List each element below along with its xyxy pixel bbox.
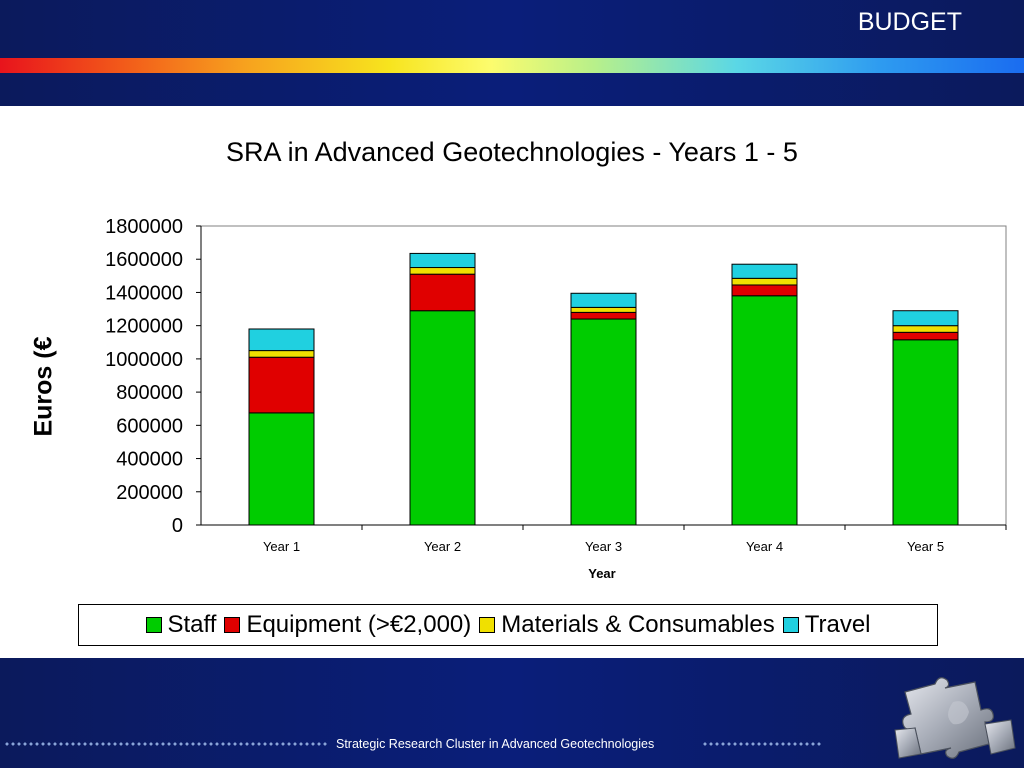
bar-segment-staff — [570, 318, 637, 526]
bar-segment-staff — [731, 295, 798, 526]
x-tick-label: Year 5 — [907, 539, 944, 554]
y-tick-label: 1400000 — [105, 282, 183, 304]
header-rainbow-stripe — [0, 58, 1024, 73]
x-tick-label: Year 1 — [263, 539, 300, 554]
chart-legend: Staff Equipment (>€2,000) Materials & Cons… — [78, 604, 938, 646]
footer-bar — [0, 658, 1024, 768]
bar-segment-materials — [570, 306, 637, 313]
y-tick-label: 0 — [172, 515, 183, 537]
legend-swatch — [145, 617, 162, 633]
legend-label: Materials & Consumables — [501, 611, 775, 638]
legend-swatch — [224, 617, 241, 633]
bar-segment-staff — [892, 339, 959, 526]
legend-swatch — [782, 617, 799, 633]
bar-segment-travel — [248, 328, 315, 352]
bar-segment-staff — [409, 310, 476, 526]
bar-segment-materials — [731, 277, 798, 286]
bar-segment-materials — [892, 325, 959, 333]
bar-segment-materials — [409, 267, 476, 275]
bar-segment-equipment — [409, 273, 476, 312]
y-tick-label: 400000 — [116, 449, 183, 471]
x-tick-label: Year 2 — [424, 539, 461, 554]
legend-item: Travel — [782, 611, 871, 639]
bar-segment-travel — [570, 292, 637, 308]
slide-title: BUDGET — [857, 8, 962, 36]
y-tick-label: 1800000 — [105, 216, 183, 238]
footer-dots-decoration — [4, 741, 328, 747]
legend-item: Staff — [145, 611, 217, 639]
legend-item: Materials & Consumables — [479, 611, 775, 639]
header-bar — [0, 0, 1024, 106]
bar-segment-materials — [248, 350, 315, 358]
y-tick-label: 800000 — [116, 382, 183, 404]
footer-text: Strategic Research Cluster in Advanced G… — [336, 737, 655, 751]
y-tick-label: 600000 — [116, 415, 183, 437]
bar-segment-equipment — [731, 284, 798, 297]
footer-dots-decoration — [702, 741, 822, 747]
legend-swatch — [479, 617, 496, 633]
bar-segment-equipment — [892, 331, 959, 341]
legend-label: Travel — [804, 611, 871, 638]
legend-item: Equipment (>€2,000) — [224, 611, 471, 639]
y-tick-label: 1000000 — [105, 349, 183, 371]
legend-label: Equipment (>€2,000) — [246, 611, 472, 638]
y-tick-label: 200000 — [116, 482, 183, 504]
y-tick-label: 1200000 — [105, 316, 183, 338]
puzzle-logo-icon — [894, 677, 1016, 759]
legend-label: Staff — [167, 611, 217, 638]
x-axis-label: Year — [588, 566, 616, 581]
bar-segment-staff — [248, 412, 315, 526]
bar-segment-travel — [731, 263, 798, 279]
y-tick-label: 1600000 — [105, 249, 183, 271]
bar-segment-travel — [409, 252, 476, 269]
x-tick-label: Year 4 — [746, 539, 783, 554]
x-tick-label: Year 3 — [585, 539, 622, 554]
bar-segment-equipment — [248, 356, 315, 414]
stacked-bar-chart: 0 200000 400000 600000 800000 1000000 1200000 1… — [105, 216, 1007, 554]
bar-segment-equipment — [570, 311, 637, 320]
chart-title: SRA in Advanced Geotechnologies - Years … — [226, 137, 798, 167]
bar-segment-travel — [892, 310, 959, 327]
